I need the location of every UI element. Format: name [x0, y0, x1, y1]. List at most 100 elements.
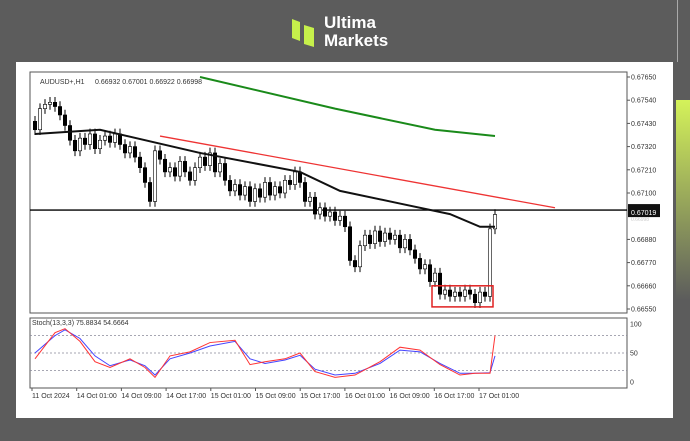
y-tick-label: 0.66880: [631, 237, 656, 244]
x-tick-label: 16 Oct 17:00: [434, 393, 474, 400]
bull-candle: [198, 156, 203, 168]
bear-candle: [228, 180, 233, 192]
x-tick-label: 11 Oct 2024: [32, 393, 70, 400]
bull-candle: [88, 133, 93, 145]
bull-candle: [262, 182, 267, 198]
y-tick-label: 0.67650: [631, 75, 656, 82]
bull-candle: [492, 214, 497, 230]
ultima-markets-logo: Ultima Markets: [292, 14, 388, 50]
y-tick-label: 0.67210: [631, 167, 656, 174]
bear-candle: [108, 135, 113, 143]
bear-candle: [342, 215, 347, 228]
bear-candle: [83, 137, 88, 145]
bull-candle: [113, 133, 118, 143]
ohlc-readout: 0.66932 0.67001 0.66922 0.66998: [95, 79, 202, 86]
bear-candle: [412, 249, 417, 259]
highlight-box: [431, 285, 494, 308]
bull-candle: [98, 139, 103, 150]
bull-candle: [243, 186, 248, 196]
red-trendline: [159, 135, 556, 209]
bear-candle: [277, 186, 282, 194]
bull-candle: [272, 186, 277, 196]
bear-candle: [377, 230, 382, 242]
bull-candle: [477, 291, 482, 303]
bear-candle: [57, 106, 62, 116]
logo-icon: [292, 19, 314, 47]
bear-candle: [482, 291, 487, 297]
bear-candle: [267, 182, 272, 196]
brand-line1: Ultima: [324, 13, 376, 32]
x-tick-label: 15 Oct 17:00: [300, 393, 340, 400]
bear-candle: [62, 114, 67, 126]
current-price-tag: [628, 204, 660, 218]
bear-candle: [352, 260, 357, 268]
bull-candle: [128, 146, 133, 154]
moving-average-green: [199, 76, 496, 138]
bear-candle: [312, 196, 317, 215]
bear-candle: [397, 234, 402, 249]
bear-candle: [52, 102, 57, 107]
bear-candle: [183, 161, 188, 173]
bull-candle: [337, 215, 342, 221]
y-tick-label: 0.66660: [631, 283, 656, 290]
brand-line2: Markets: [324, 31, 389, 50]
bull-candle: [153, 150, 158, 202]
main-pane-frame: [29, 71, 628, 314]
bear-candle: [138, 156, 143, 168]
x-tick-label: 16 Oct 01:00: [345, 393, 385, 400]
bull-candle: [233, 184, 238, 192]
bull-candle: [37, 108, 42, 131]
current-price-label-2: 0.66998: [631, 217, 649, 223]
bear-candle: [387, 232, 392, 240]
bear-candle: [163, 158, 168, 173]
bear-candle: [322, 207, 327, 217]
y-tick-label: 0.67320: [631, 144, 656, 151]
bear-candle: [123, 144, 128, 154]
bull-candle: [432, 272, 437, 282]
bear-candle: [32, 120, 37, 131]
bear-candle: [223, 163, 228, 181]
y-tick-label: 0.67100: [631, 191, 656, 198]
bear-candle: [238, 184, 243, 196]
x-tick-label: 15 Oct 01:00: [211, 393, 251, 400]
bull-candle: [218, 163, 223, 173]
y-tick-label: 0.67430: [631, 121, 656, 128]
x-tick-label: 14 Oct 17:00: [166, 393, 206, 400]
bull-candle: [327, 211, 332, 217]
bear-candle: [257, 188, 262, 198]
bear-candle: [427, 264, 432, 282]
bear-candle: [467, 289, 472, 295]
bull-candle: [208, 152, 213, 166]
x-tick-label: 17 Oct 01:00: [479, 393, 519, 400]
bear-candle: [347, 226, 352, 261]
bull-candle: [442, 289, 447, 295]
bear-candle: [417, 258, 422, 270]
bear-candle: [203, 156, 208, 166]
bear-candle: [133, 146, 138, 158]
stoch-label: Stoch(13,3,3) 75.8834 54.6664: [32, 320, 129, 327]
stoch-signal-line: [34, 329, 496, 376]
decorative-line: [677, 0, 678, 62]
bear-candle: [447, 289, 452, 297]
stoch-tick-label: 100: [630, 322, 642, 329]
bear-candle: [367, 234, 372, 244]
bull-candle: [47, 102, 52, 105]
bear-candle: [332, 211, 337, 221]
bear-candle: [158, 150, 163, 160]
bear-candle: [457, 291, 462, 297]
bull-candle: [452, 291, 457, 297]
y-tick-label: 0.67540: [631, 98, 656, 105]
bull-candle: [193, 167, 198, 181]
bear-candle: [143, 167, 148, 183]
bear-candle: [73, 139, 78, 152]
bear-candle: [248, 186, 253, 202]
bull-candle: [372, 230, 377, 244]
stoch-tick-label: 0: [630, 380, 634, 387]
moving-average-black: [34, 128, 495, 228]
bear-candle: [148, 182, 153, 202]
bear-candle: [472, 293, 477, 303]
bull-candle: [462, 289, 467, 297]
bear-candle: [302, 182, 307, 202]
y-tick-label: 0.66770: [631, 260, 656, 267]
